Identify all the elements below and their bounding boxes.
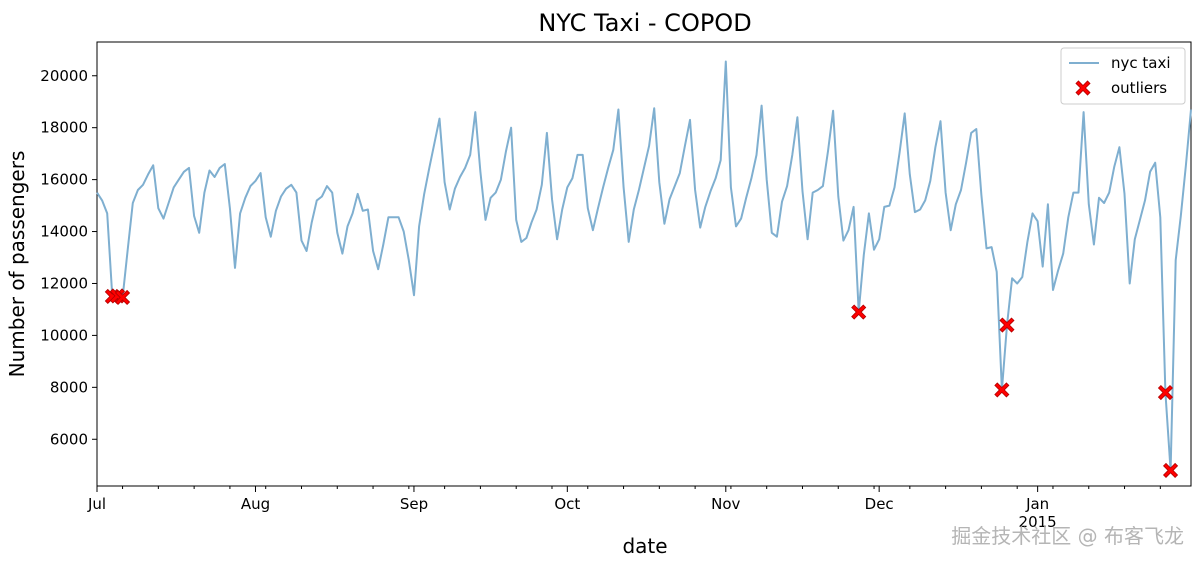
y-axis: 6000 8000 10000 12000 14000 16000 18000 20000 bbox=[40, 67, 97, 448]
x-tick-label: Nov bbox=[711, 495, 740, 513]
y-tick-label: 20000 bbox=[40, 67, 88, 85]
outlier-marker bbox=[1162, 462, 1179, 478]
x-tick-sublabel: 2015 bbox=[1019, 513, 1057, 531]
watermark-text: 掘金技术社区 @ 布客飞龙 bbox=[951, 524, 1184, 548]
legend-label-nyc-taxi: nyc taxi bbox=[1111, 54, 1171, 72]
plot-frame bbox=[96, 41, 1192, 487]
x-axis-title: date bbox=[622, 534, 667, 558]
x-tick-label: Dec bbox=[865, 495, 894, 513]
legend-label-outliers: outliers bbox=[1111, 79, 1167, 97]
outlier-marker bbox=[851, 304, 867, 320]
x-tick-label: Sep bbox=[400, 495, 428, 513]
x-tick-label: Oct bbox=[554, 495, 580, 513]
x-tick-label: Jul bbox=[87, 495, 106, 513]
y-tick-label: 8000 bbox=[50, 378, 88, 396]
y-tick-label: 14000 bbox=[40, 223, 88, 241]
series-line-nyc-taxi bbox=[96, 60, 1192, 472]
outlier-marker bbox=[994, 382, 1010, 398]
legend-marker-outliers bbox=[1075, 80, 1091, 96]
y-tick-label: 6000 bbox=[50, 430, 88, 448]
y-tick-label: 10000 bbox=[40, 326, 88, 344]
y-tick-label: 16000 bbox=[40, 171, 88, 189]
y-axis-title: Number of passengers bbox=[5, 151, 29, 378]
x-tick-label: Jan bbox=[1025, 495, 1049, 513]
outlier-marker bbox=[999, 317, 1015, 333]
legend: nyc taxi outliers bbox=[1060, 47, 1186, 105]
x-tick-label: Aug bbox=[241, 495, 270, 513]
outlier-marker bbox=[114, 289, 131, 306]
outlier-marker bbox=[1157, 384, 1174, 401]
legend-outlier-swatch bbox=[1075, 80, 1091, 96]
y-tick-label: 18000 bbox=[40, 119, 88, 137]
y-tick-label: 12000 bbox=[40, 274, 88, 292]
outlier-markers bbox=[104, 288, 1179, 478]
chart-title: NYC Taxi - COPOD bbox=[538, 9, 751, 37]
